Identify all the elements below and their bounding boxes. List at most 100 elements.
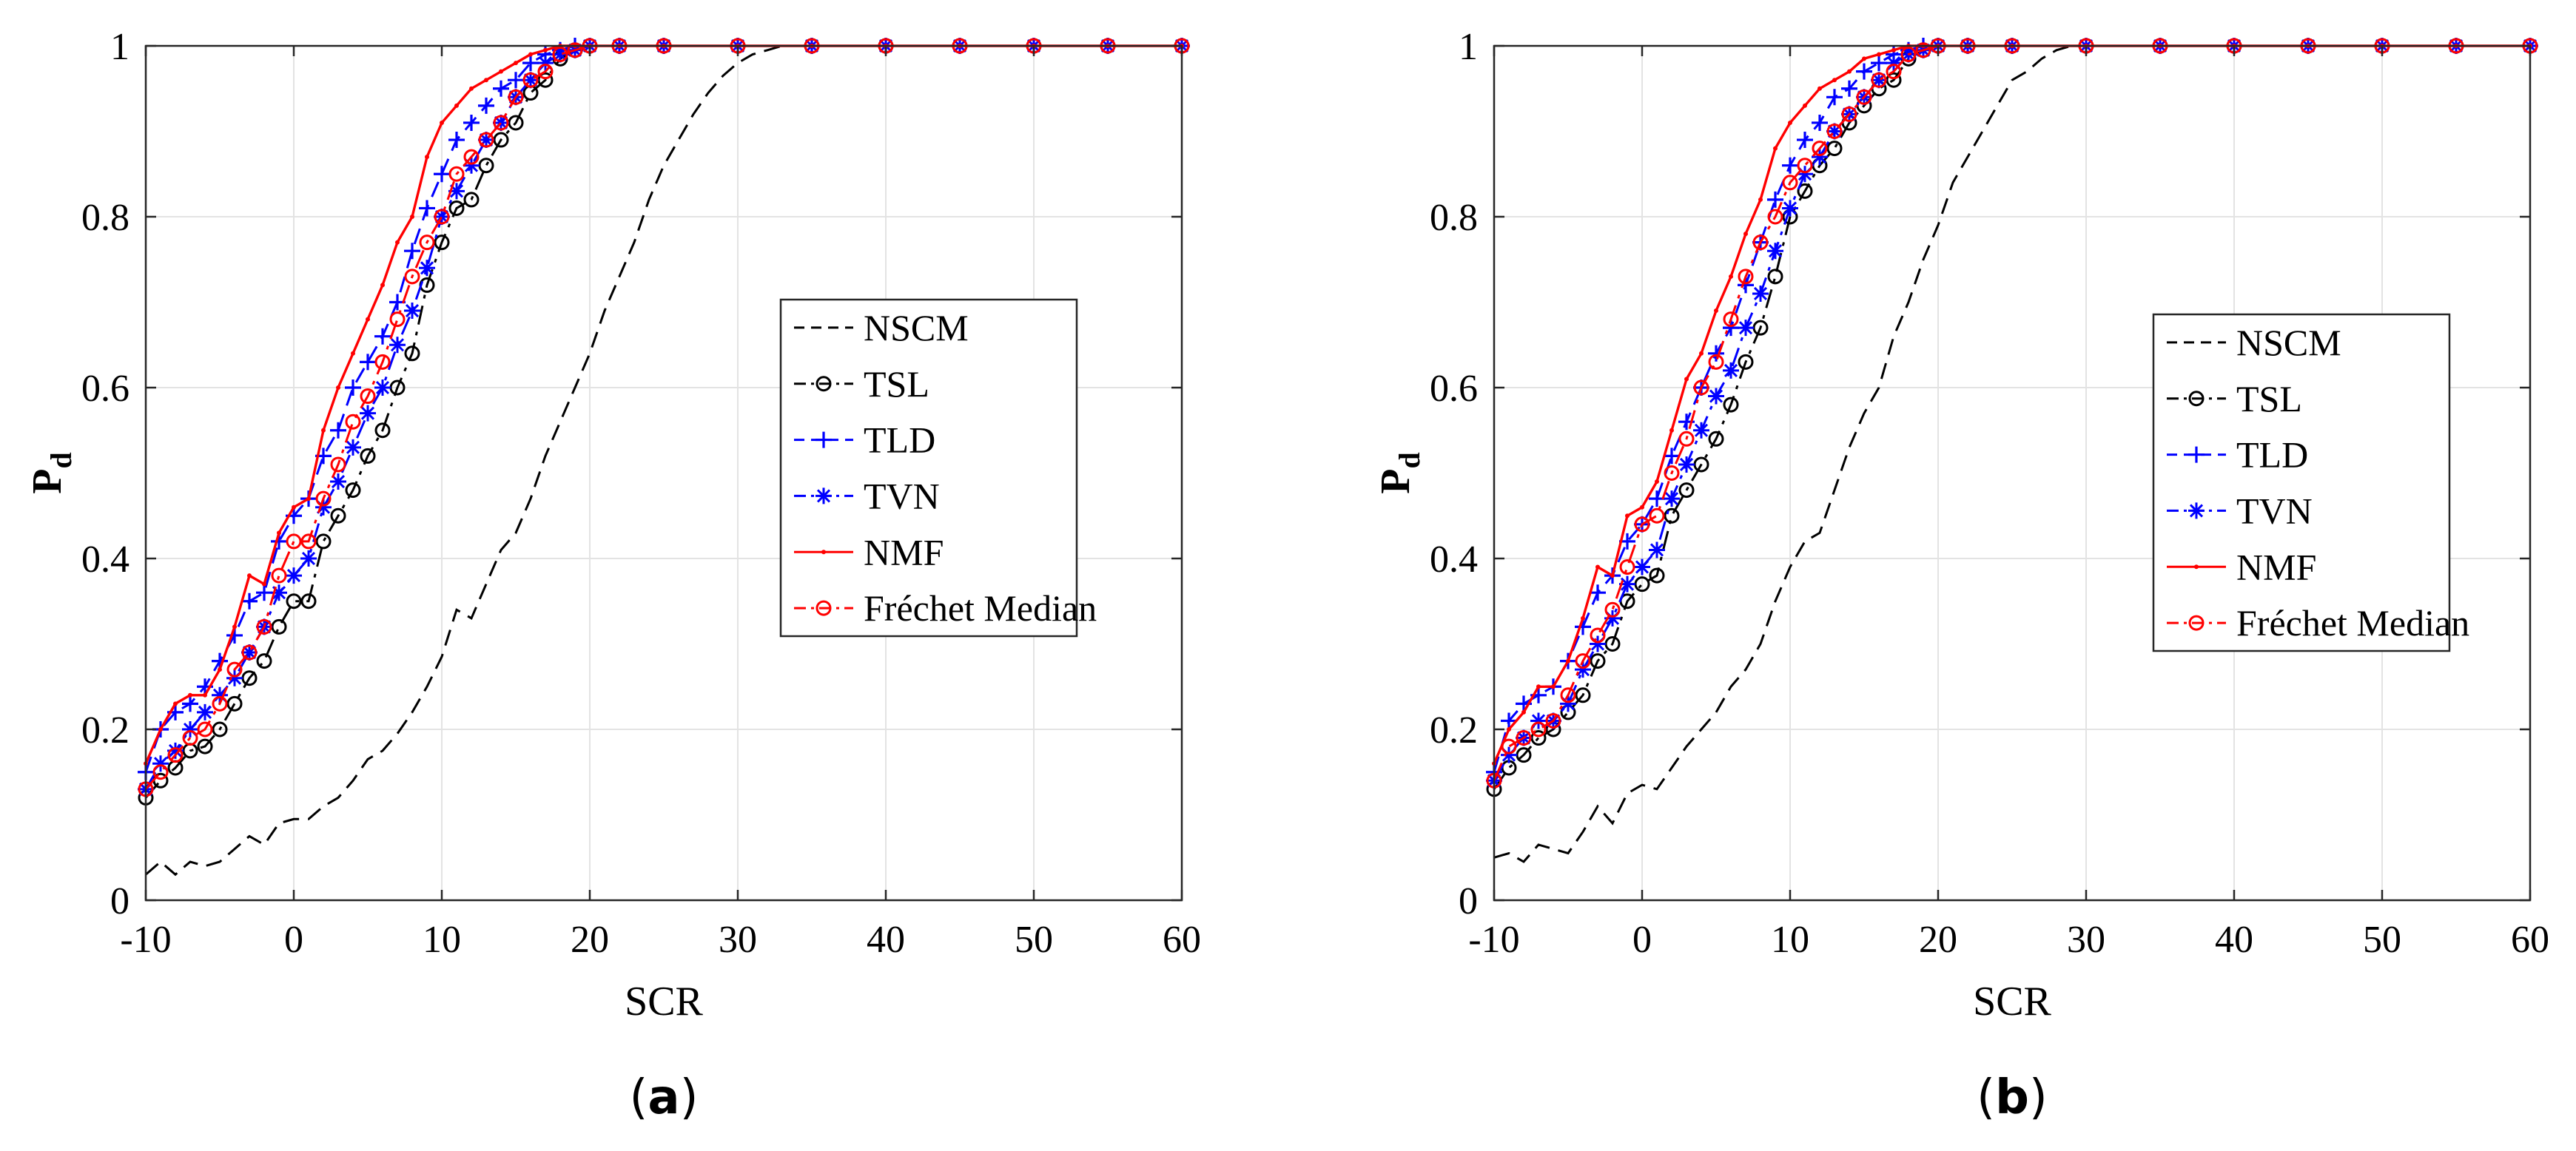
data-point bbox=[1649, 567, 1665, 584]
data-point bbox=[1871, 72, 1887, 89]
x-tick-label: 60 bbox=[2511, 919, 2549, 961]
data-point bbox=[286, 533, 302, 550]
y-tick-label: 0.8 bbox=[81, 197, 130, 239]
data-point bbox=[1812, 149, 1828, 166]
legend-marker bbox=[2188, 391, 2205, 407]
data-point bbox=[345, 379, 361, 396]
legend-item: TVN bbox=[2167, 490, 2313, 531]
data-point bbox=[1847, 69, 1852, 74]
data-point bbox=[1575, 653, 1591, 669]
data-point bbox=[1782, 157, 1798, 174]
data-point bbox=[226, 695, 243, 712]
data-point bbox=[1797, 183, 1813, 199]
data-point bbox=[256, 653, 272, 669]
data-point bbox=[300, 533, 317, 550]
data-point bbox=[321, 428, 326, 433]
data-point bbox=[1545, 712, 1561, 729]
data-point bbox=[1521, 709, 1526, 715]
caption-letter: a bbox=[648, 1070, 679, 1125]
data-point bbox=[1684, 377, 1689, 382]
data-point bbox=[484, 78, 488, 83]
data-point bbox=[1773, 146, 1778, 151]
data-point bbox=[188, 692, 192, 698]
data-point bbox=[1797, 166, 1813, 183]
panel-caption: (a) bbox=[629, 1070, 698, 1125]
data-point bbox=[241, 644, 258, 661]
data-point bbox=[1664, 465, 1680, 481]
data-point bbox=[1664, 490, 1680, 507]
data-point bbox=[1619, 559, 1635, 576]
data-point bbox=[522, 72, 539, 89]
data-point bbox=[197, 738, 213, 755]
data-point bbox=[419, 260, 435, 277]
data-point bbox=[1590, 584, 1606, 601]
data-point bbox=[434, 234, 450, 251]
data-point bbox=[448, 200, 465, 216]
data-point bbox=[448, 132, 465, 149]
data-point bbox=[360, 448, 376, 464]
x-tick-label: 20 bbox=[1919, 919, 1957, 961]
series-line bbox=[1493, 44, 2530, 863]
data-point bbox=[1634, 516, 1650, 533]
data-point bbox=[434, 166, 450, 183]
data-point bbox=[345, 482, 361, 499]
legend-item: NSCM bbox=[794, 307, 969, 348]
data-point bbox=[330, 507, 346, 524]
data-point bbox=[1708, 431, 1724, 447]
data-point bbox=[1530, 712, 1547, 729]
data-point bbox=[315, 499, 332, 516]
data-point bbox=[1900, 47, 1917, 63]
data-point bbox=[374, 328, 391, 345]
data-point bbox=[434, 209, 450, 225]
data-point bbox=[463, 114, 480, 131]
data-point bbox=[389, 311, 406, 328]
data-point bbox=[493, 80, 509, 97]
x-tick-label: 0 bbox=[284, 919, 303, 961]
y-tick-label: 0.4 bbox=[1430, 539, 1478, 581]
data-point bbox=[286, 567, 302, 584]
data-point bbox=[212, 695, 228, 712]
data-point bbox=[1862, 56, 1866, 61]
data-point bbox=[360, 388, 376, 405]
data-point bbox=[182, 695, 198, 712]
y-axis-label-main: P bbox=[24, 469, 70, 494]
data-point bbox=[1507, 727, 1511, 732]
data-point bbox=[1640, 504, 1644, 510]
x-tick-label: 30 bbox=[2067, 919, 2105, 961]
data-point bbox=[351, 351, 355, 356]
data-point bbox=[552, 46, 568, 63]
x-tick-label: 50 bbox=[1015, 919, 1053, 961]
legend-marker bbox=[815, 376, 832, 392]
data-point bbox=[1841, 80, 1857, 97]
data-point bbox=[1738, 320, 1754, 337]
data-point bbox=[226, 661, 243, 678]
legend-label: Fréchet Median bbox=[864, 587, 1097, 629]
y-axis-label: Pd bbox=[1373, 452, 1426, 493]
data-point bbox=[1551, 684, 1556, 689]
y-tick-label: 0.2 bbox=[81, 709, 130, 752]
data-point bbox=[271, 584, 287, 601]
legend-label: Fréchet Median bbox=[2236, 602, 2469, 644]
legend-marker bbox=[2188, 502, 2205, 519]
data-point bbox=[1501, 738, 1517, 755]
data-point bbox=[1886, 55, 1902, 72]
data-point bbox=[493, 115, 509, 131]
data-point bbox=[395, 240, 400, 245]
chart-panel-b: -10 0 10 20 30 40 50 6000.20.40.60.81SCRPdNSCMT… bbox=[1373, 26, 2549, 1125]
legend-marker bbox=[2188, 446, 2205, 463]
data-point bbox=[256, 584, 272, 601]
data-point bbox=[1803, 103, 1807, 108]
legend-marker bbox=[2188, 615, 2205, 631]
data-point bbox=[1678, 456, 1695, 473]
data-point bbox=[537, 55, 554, 72]
data-point bbox=[522, 55, 539, 72]
x-tick-label: 60 bbox=[1163, 919, 1201, 961]
data-point bbox=[469, 86, 474, 91]
y-axis-label-main: P bbox=[1373, 469, 1419, 494]
data-point bbox=[1560, 695, 1576, 712]
x-tick-label: 50 bbox=[2363, 919, 2401, 961]
data-point bbox=[1664, 507, 1680, 524]
data-point bbox=[1738, 269, 1754, 285]
x-tick-label: 40 bbox=[867, 919, 905, 961]
